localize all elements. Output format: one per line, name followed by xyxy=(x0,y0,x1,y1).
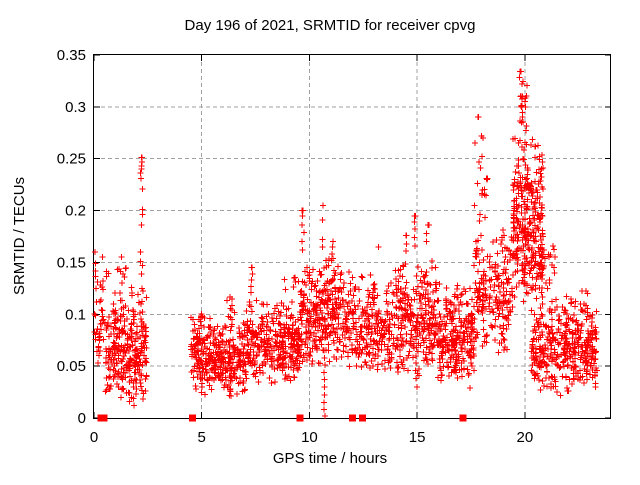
zero-value-square xyxy=(100,414,108,422)
tick-labels: 0 5 10 15 20 0 0.05 0.1 0.15 0.2 0.25 0.3 0.35 xyxy=(57,47,533,446)
chart-title: Day 196 of 2021, SRMTID for receiver cpv… xyxy=(185,17,476,34)
x-tick-label: 20 xyxy=(516,429,533,446)
x-tick-label: 0 xyxy=(90,429,98,446)
zero-value-square xyxy=(349,414,356,422)
y-tick-label: 0 xyxy=(78,410,86,427)
x-axis-label: GPS time / hours xyxy=(273,450,387,467)
y-tick-label: 0.15 xyxy=(57,254,86,271)
scatter-points xyxy=(91,68,600,419)
x-tick-label: 10 xyxy=(301,429,318,446)
zero-value-square xyxy=(296,414,304,422)
zero-value-square xyxy=(459,414,467,422)
zero-value-square xyxy=(189,414,196,422)
y-tick-label: 0.1 xyxy=(65,306,86,323)
y-tick-label: 0.3 xyxy=(65,99,86,116)
zero-value-square xyxy=(359,414,366,422)
y-axis-label: SRMTID / TECUs xyxy=(11,177,28,295)
y-tick-label: 0.05 xyxy=(57,358,86,375)
y-tick-label: 0.2 xyxy=(65,203,86,220)
x-tick-label: 15 xyxy=(409,429,426,446)
zero-value-markers xyxy=(97,414,467,422)
x-tick-label: 5 xyxy=(198,429,206,446)
y-tick-label: 0.25 xyxy=(57,151,86,168)
y-tick-label: 0.35 xyxy=(57,47,86,64)
